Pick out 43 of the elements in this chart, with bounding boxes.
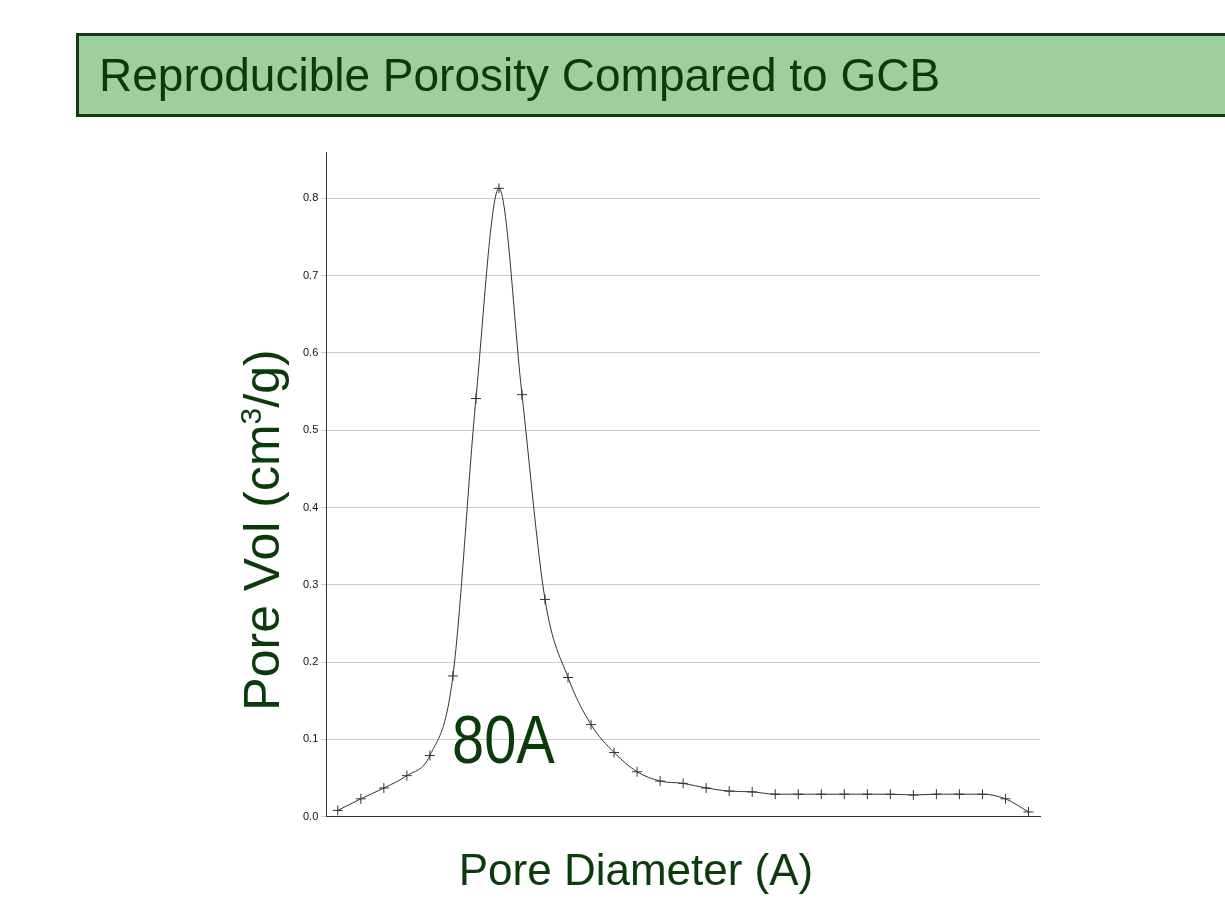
y-tick-label: 0.3 bbox=[302, 577, 319, 590]
y-tick-label: 0.0 bbox=[302, 809, 319, 822]
point bbox=[746, 786, 758, 798]
point bbox=[608, 746, 620, 758]
annotation: 80A bbox=[452, 700, 555, 778]
y-tick-label: 0.1 bbox=[302, 732, 319, 745]
y-tick-label: 0.4 bbox=[302, 500, 319, 513]
point bbox=[792, 788, 804, 800]
point bbox=[884, 788, 896, 800]
point bbox=[516, 389, 528, 401]
point bbox=[838, 788, 850, 800]
y-tick-label: 0.8 bbox=[302, 191, 319, 204]
point bbox=[539, 593, 551, 605]
point bbox=[953, 788, 965, 800]
point bbox=[654, 775, 666, 787]
point bbox=[447, 670, 459, 682]
chart-title: Reproducible Porosity Compared to GCB bbox=[76, 33, 1225, 117]
point bbox=[585, 719, 597, 731]
point bbox=[976, 788, 988, 800]
point bbox=[401, 770, 413, 782]
x-axis-title: Pore Diameter (A) bbox=[458, 845, 814, 895]
point bbox=[769, 788, 781, 800]
point bbox=[332, 804, 344, 816]
point bbox=[470, 393, 482, 405]
point bbox=[930, 788, 942, 800]
point bbox=[999, 793, 1011, 805]
point bbox=[631, 766, 643, 778]
point bbox=[677, 777, 689, 789]
point bbox=[700, 782, 712, 794]
point bbox=[815, 788, 827, 800]
point bbox=[907, 789, 919, 801]
y-tick-label: 0.6 bbox=[302, 345, 319, 358]
y-tick-label: 0.7 bbox=[302, 268, 319, 281]
point bbox=[723, 785, 735, 797]
point bbox=[493, 182, 505, 194]
point bbox=[861, 788, 873, 800]
point bbox=[355, 793, 367, 805]
point bbox=[1022, 806, 1034, 817]
y-tick-label: 0.5 bbox=[302, 423, 319, 436]
point bbox=[378, 782, 390, 794]
y-tick-label: 0.2 bbox=[302, 655, 319, 668]
point bbox=[424, 750, 436, 762]
point bbox=[562, 672, 574, 683]
